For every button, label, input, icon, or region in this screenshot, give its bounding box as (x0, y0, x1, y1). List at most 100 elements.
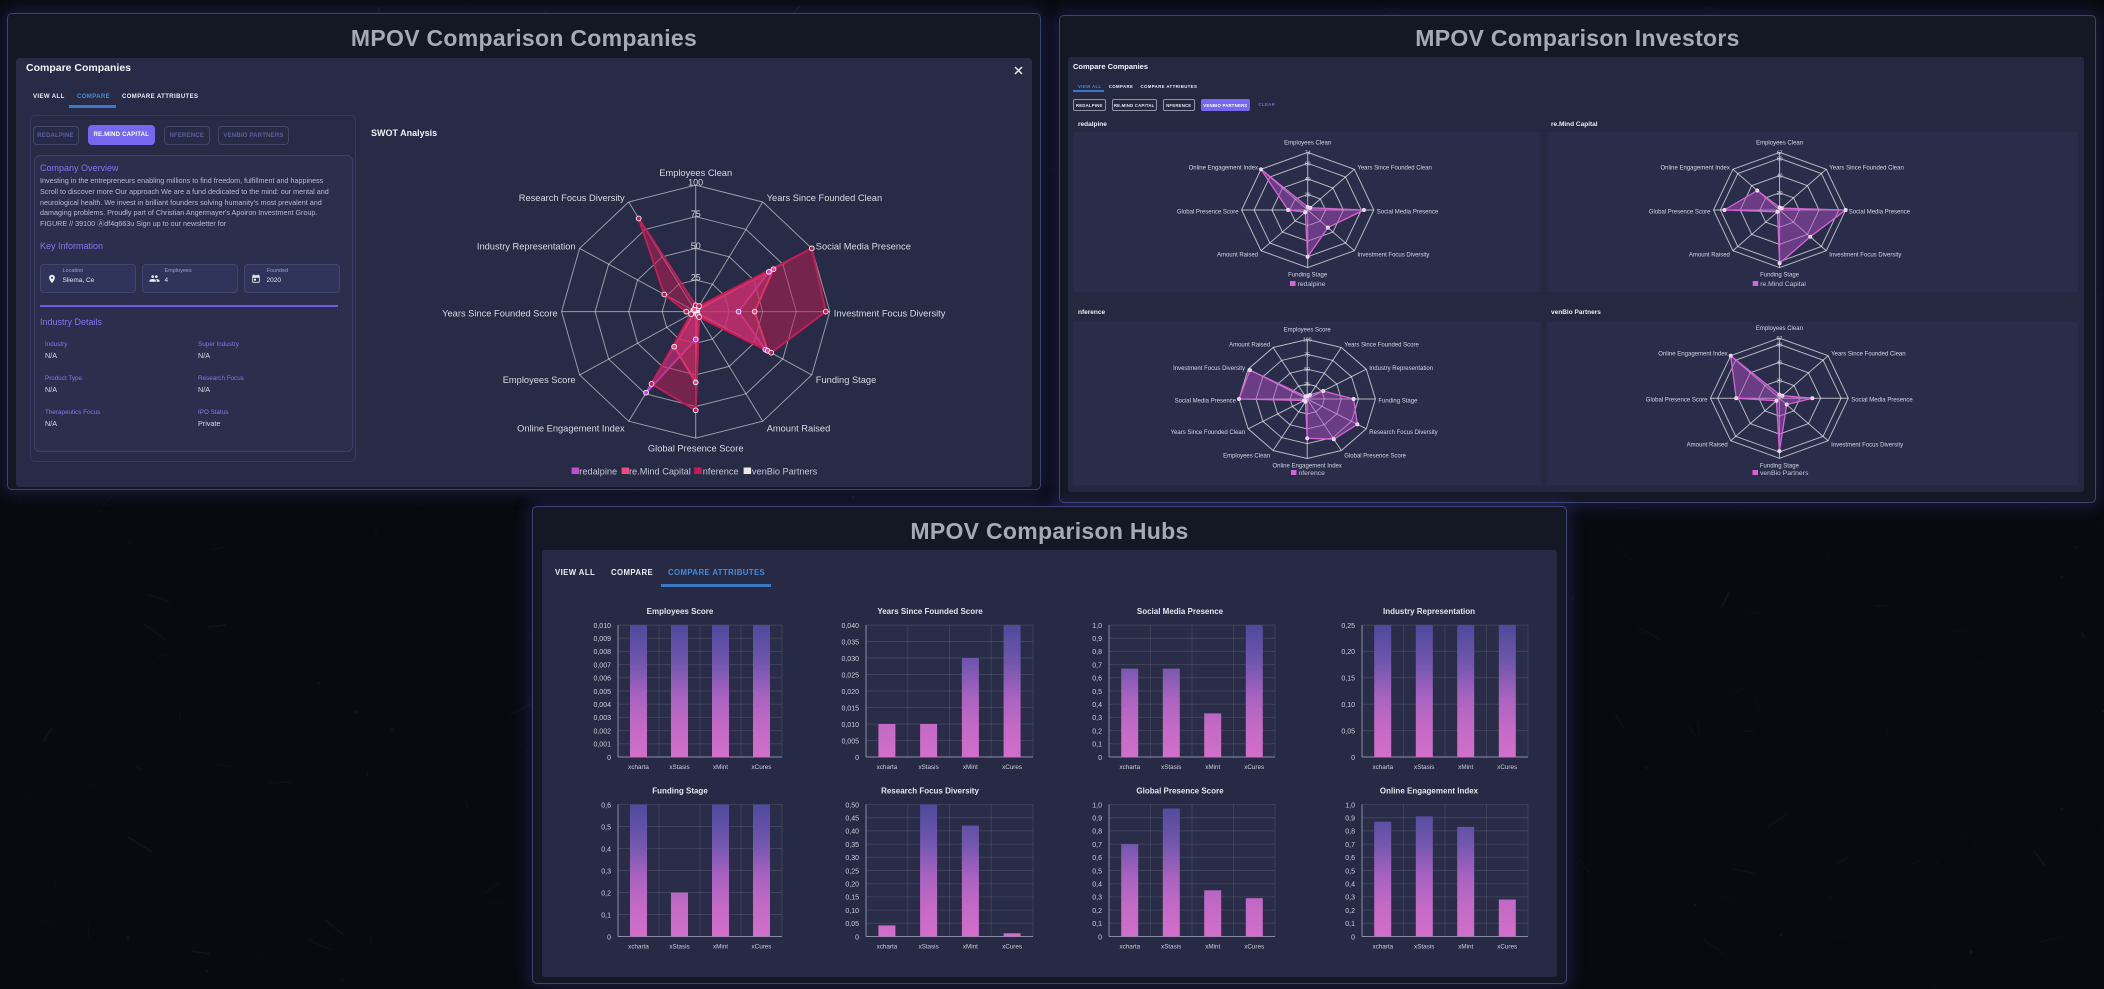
svg-text:0,10: 0,10 (1341, 702, 1355, 709)
svg-text:xMint: xMint (1458, 944, 1473, 951)
svg-text:Amount Raised: Amount Raised (767, 424, 831, 434)
svg-text:Online Engagement Index: Online Engagement Index (1380, 787, 1479, 796)
svg-text:Social Media Presence: Social Media Presence (1175, 399, 1237, 405)
svg-text:0,8: 0,8 (1345, 829, 1355, 836)
svg-text:0,2: 0,2 (1345, 908, 1355, 915)
svg-text:0,3: 0,3 (1345, 895, 1355, 902)
svg-text:Years Since Founded Score: Years Since Founded Score (1344, 343, 1419, 349)
svg-text:0,1: 0,1 (601, 912, 611, 919)
svg-text:0,005: 0,005 (841, 738, 859, 745)
svg-text:0: 0 (855, 934, 859, 941)
svg-text:redalpine: redalpine (1298, 281, 1326, 288)
svg-text:Industry Representation: Industry Representation (1369, 366, 1433, 372)
svg-text:Global Presence Score: Global Presence Score (1344, 454, 1406, 460)
svg-text:0: 0 (607, 755, 611, 762)
svg-text:Online Engagement Index: Online Engagement Index (1658, 352, 1727, 358)
svg-text:Funding Stage: Funding Stage (1760, 273, 1800, 279)
svg-text:Global Presence Score: Global Presence Score (1136, 787, 1224, 796)
svg-text:0,4: 0,4 (601, 846, 611, 853)
svg-text:xcharta: xcharta (1372, 944, 1393, 951)
svg-text:xCures: xCures (1002, 944, 1022, 951)
svg-text:0,006: 0,006 (593, 676, 611, 683)
svg-text:0: 0 (607, 934, 611, 941)
svg-text:60: 60 (1305, 161, 1311, 167)
svg-text:0,7: 0,7 (1092, 842, 1102, 849)
svg-text:1,0: 1,0 (1092, 802, 1102, 809)
svg-text:0,5: 0,5 (1345, 868, 1355, 875)
svg-text:0,1: 0,1 (1092, 742, 1102, 749)
svg-text:0,007: 0,007 (593, 662, 611, 669)
svg-text:1,0: 1,0 (1092, 623, 1102, 630)
svg-text:Global Presence Score: Global Presence Score (648, 443, 744, 453)
svg-text:0,040: 0,040 (841, 623, 859, 630)
svg-text:0,010: 0,010 (841, 722, 859, 729)
svg-text:0,003: 0,003 (593, 715, 611, 722)
svg-text:Years Since Founded Score: Years Since Founded Score (877, 607, 983, 616)
svg-text:0: 0 (1351, 755, 1355, 762)
svg-text:0: 0 (1098, 934, 1102, 941)
svg-text:0,40: 0,40 (845, 829, 859, 836)
svg-text:xMint: xMint (963, 764, 978, 771)
svg-text:venBio Partners: venBio Partners (1760, 470, 1809, 477)
svg-text:0,005: 0,005 (593, 689, 611, 696)
svg-text:100: 100 (1303, 338, 1312, 344)
svg-text:xStasis: xStasis (669, 944, 689, 951)
svg-text:0,010: 0,010 (593, 623, 611, 630)
svg-text:0,10: 0,10 (845, 908, 859, 915)
svg-text:0,015: 0,015 (841, 705, 859, 712)
svg-text:0: 0 (855, 755, 859, 762)
svg-text:0,4: 0,4 (1092, 882, 1102, 889)
svg-text:Years Since Founded Clean: Years Since Founded Clean (1831, 352, 1906, 358)
svg-text:0,25: 0,25 (845, 868, 859, 875)
svg-text:0,002: 0,002 (593, 728, 611, 735)
svg-text:Funding Stage: Funding Stage (652, 787, 708, 796)
svg-text:Funding Stage: Funding Stage (1760, 463, 1800, 469)
svg-text:Years Since Founded Clean: Years Since Founded Clean (1171, 430, 1246, 436)
svg-text:20: 20 (1777, 378, 1783, 384)
svg-text:0,035: 0,035 (841, 639, 859, 646)
svg-text:Industry Representation: Industry Representation (477, 241, 576, 251)
svg-text:40: 40 (1305, 177, 1311, 183)
svg-text:Amount Raised: Amount Raised (1217, 253, 1258, 259)
svg-text:redalpine: redalpine (579, 467, 617, 477)
svg-text:xMint: xMint (1205, 764, 1220, 771)
svg-text:0,05: 0,05 (1341, 728, 1355, 735)
svg-text:0,15: 0,15 (845, 895, 859, 902)
svg-text:0: 0 (1098, 755, 1102, 762)
svg-text:xCures: xCures (1497, 944, 1517, 951)
svg-text:xMint: xMint (713, 944, 728, 951)
svg-text:Years Since Founded Clean: Years Since Founded Clean (1357, 165, 1432, 171)
svg-text:Social Media Presence: Social Media Presence (1377, 210, 1439, 216)
svg-text:Research Focus Diversity: Research Focus Diversity (1369, 430, 1437, 436)
svg-text:Online Engagement Index: Online Engagement Index (1661, 165, 1730, 171)
svg-text:xcharta: xcharta (1119, 764, 1140, 771)
svg-text:40: 40 (1777, 174, 1783, 180)
svg-text:0,030: 0,030 (841, 656, 859, 663)
svg-text:0,3: 0,3 (1092, 715, 1102, 722)
svg-text:nference: nference (1299, 470, 1326, 477)
svg-text:0,2: 0,2 (1092, 908, 1102, 915)
svg-text:1,0: 1,0 (1345, 802, 1355, 809)
svg-text:0,3: 0,3 (601, 868, 611, 875)
svg-text:0,2: 0,2 (1092, 728, 1102, 735)
svg-text:xcharta: xcharta (628, 944, 649, 951)
svg-text:xStasis: xStasis (1414, 944, 1434, 951)
svg-text:75: 75 (691, 209, 701, 219)
svg-text:Online Engagement Index: Online Engagement Index (1273, 464, 1342, 470)
svg-text:xCures: xCures (752, 764, 772, 771)
svg-text:Funding Stage: Funding Stage (1288, 273, 1328, 279)
svg-text:xMint: xMint (963, 944, 978, 951)
svg-text:67: 67 (1777, 336, 1783, 342)
svg-text:0,6: 0,6 (1092, 855, 1102, 862)
svg-text:60: 60 (1777, 342, 1783, 348)
svg-text:0,05: 0,05 (845, 921, 859, 928)
svg-text:40: 40 (1777, 360, 1783, 366)
svg-text:xStasis: xStasis (1414, 764, 1434, 771)
svg-text:Social Media Presence: Social Media Presence (1137, 607, 1224, 616)
svg-text:Funding Stage: Funding Stage (816, 375, 876, 385)
svg-text:0,4: 0,4 (1345, 882, 1355, 889)
svg-text:50: 50 (691, 241, 701, 251)
svg-text:xCures: xCures (752, 944, 772, 951)
svg-text:xCures: xCures (1244, 944, 1264, 951)
svg-text:Amount Raised: Amount Raised (1687, 443, 1728, 449)
